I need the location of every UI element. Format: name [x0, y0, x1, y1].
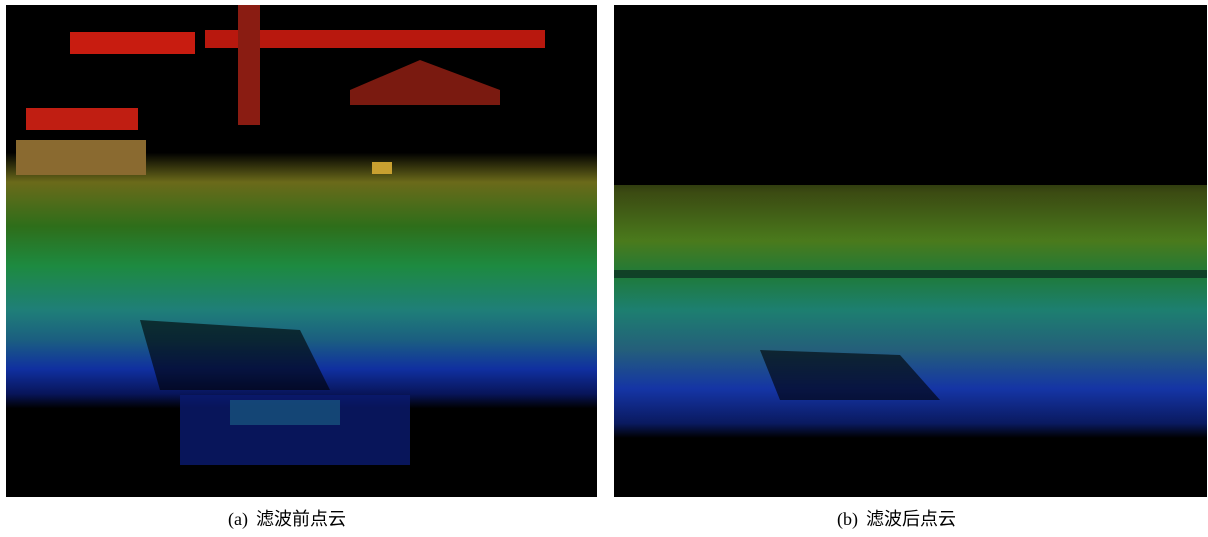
- point-cloud-after: [614, 5, 1207, 497]
- figure-caption: 滤波后点云: [866, 509, 956, 529]
- figure: (a) 滤波前点云 (b) 滤波后点云: [0, 0, 1208, 537]
- figure-caption: 滤波前点云: [256, 509, 346, 529]
- point-cloud-before: [6, 5, 597, 497]
- page: (a) 滤波前点云 (b) 滤波后点云 (() => { const data …: [0, 0, 1208, 537]
- figure-label: (b): [837, 509, 858, 530]
- figure-label: (a): [228, 509, 248, 530]
